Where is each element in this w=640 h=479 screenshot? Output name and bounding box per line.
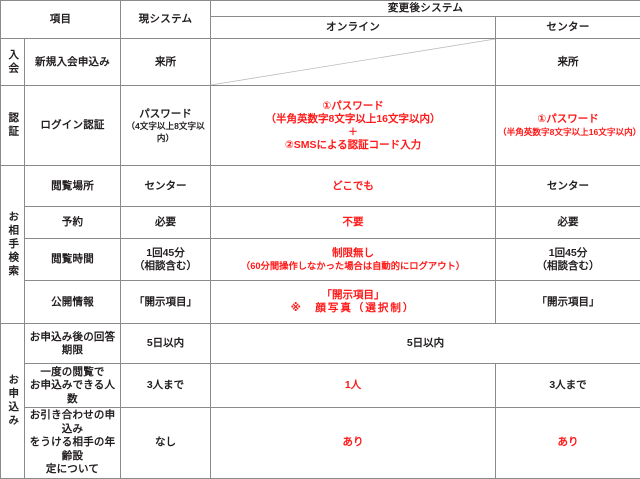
cell-center-browse-location: センター — [496, 166, 640, 207]
row-item-age-setting-line2: をうける相手の年齢設 — [27, 436, 118, 463]
cell-current-reservation: 必要 — [121, 207, 211, 239]
row-item-public-info: 公開情報 — [25, 281, 121, 324]
cell-online-login-auth: ①パスワード （半角英数字8文字以上16文字以内） ＋ ②SMSによる認証コード… — [211, 86, 496, 166]
cell-new-reply-deadline-merged: 5日以内 — [211, 324, 640, 364]
row-item-reservation: 予約 — [25, 207, 121, 239]
online-browse-time-note: （60分間操作しなかった場合は自動的にログアウト） — [213, 261, 493, 273]
cell-current-reply-deadline: 5日以内 — [121, 324, 211, 364]
comparison-table-sheet: 項目 現システム 変更後システム オンライン センター 入会 新規入会申込み 来… — [0, 0, 640, 431]
cell-online-browse-location: どこでも — [211, 166, 496, 207]
category-label-nyukai: 入会 — [1, 39, 25, 86]
row-item-apply-count: 一度の閲覧で お申込みできる人数 — [25, 364, 121, 408]
header-current-system: 現システム — [121, 1, 211, 39]
cell-current-age-setting: なし — [121, 408, 211, 478]
cell-center-browse-time: 1回45分 （相談含む） — [496, 239, 640, 281]
cell-center-apply-count: 3人まで — [496, 364, 640, 408]
cell-online-new-membership-unavailable — [211, 39, 496, 86]
online-auth-line4: ②SMSによる認証コード入力 — [213, 139, 493, 152]
table-header-row-1: 項目 現システム 変更後システム — [1, 1, 640, 17]
header-new-system-online: オンライン — [211, 17, 496, 39]
table-row-reservation: 予約 必要 不要 必要 — [1, 207, 640, 239]
cell-online-apply-count: 1人 — [211, 364, 496, 408]
diagonal-strike-icon — [211, 39, 495, 85]
cell-current-apply-count: 3人まで — [121, 364, 211, 408]
online-public-info-note: ※ 顔写真（選択制） — [213, 302, 493, 315]
cell-current-browse-time: 1回45分 （相談含む） — [121, 239, 211, 281]
table-row-new-membership: 入会 新規入会申込み 来所 来所 — [1, 39, 640, 86]
table-row-apply-count: 一度の閲覧で お申込みできる人数 3人まで 1人 3人まで — [1, 364, 640, 408]
row-item-apply-count-line2: お申込みできる人数 — [27, 379, 118, 406]
center-auth-line1: ①パスワード — [498, 113, 638, 126]
cell-online-browse-time: 制限無し （60分間操作しなかった場合は自動的にログアウト） — [211, 239, 496, 281]
row-item-age-setting-line3: 定について — [27, 463, 118, 476]
cell-center-login-auth: ①パスワード （半角英数字8文字以上16文字以内） — [496, 86, 640, 166]
cell-current-login-auth: パスワード （4文字以上8文字以内） — [121, 86, 211, 166]
header-item-column: 項目 — [1, 1, 121, 39]
table-row-browse-time: 閲覧時間 1回45分 （相談含む） 制限無し （60分間操作しなかった場合は自動… — [1, 239, 640, 281]
cell-current-login-auth-main: パスワード — [123, 108, 208, 121]
header-new-system-center: センター — [496, 17, 640, 39]
cell-center-reservation: 必要 — [496, 207, 640, 239]
table-row-browse-location: お相手検索 閲覧場所 センター どこでも センター — [1, 166, 640, 207]
online-browse-time-main: 制限無し — [213, 247, 493, 260]
center-auth-line2: （半角英数字8文字以上16文字以内） — [498, 127, 638, 139]
cell-online-reservation: 不要 — [211, 207, 496, 239]
center-browse-time-sub: （相談含む） — [498, 260, 638, 273]
row-item-new-membership: 新規入会申込み — [25, 39, 121, 86]
table-row-age-setting: お引き合わせの申込み をうける相手の年齢設 定について なし あり あり — [1, 408, 640, 478]
row-item-apply-count-line1: 一度の閲覧で — [27, 366, 118, 379]
category-label-aite-kensaku: お相手検索 — [1, 166, 25, 324]
cell-online-public-info: 「開示項目」 ※ 顔写真（選択制） — [211, 281, 496, 324]
current-browse-time-main: 1回45分 — [123, 247, 208, 260]
row-item-login-auth: ログイン認証 — [25, 86, 121, 166]
current-browse-time-sub: （相談含む） — [123, 260, 208, 273]
row-item-age-setting-line1: お引き合わせの申込み — [27, 409, 118, 436]
online-auth-line2: （半角英数字8文字以上16文字以内） — [213, 113, 493, 126]
table-row-reply-deadline: お申込み お申込み後の回答期限 5日以内 5日以内 — [1, 324, 640, 364]
center-browse-time-main: 1回45分 — [498, 247, 638, 260]
category-label-omoushikomi: お申込み — [1, 324, 25, 478]
cell-current-login-auth-sub: （4文字以上8文字以内） — [123, 121, 208, 144]
row-item-reply-deadline: お申込み後の回答期限 — [25, 324, 121, 364]
category-label-ninsho: 認証 — [1, 86, 25, 166]
online-auth-line1: ①パスワード — [213, 100, 493, 113]
table-row-public-info: 公開情報 「開示項目」 「開示項目」 ※ 顔写真（選択制） 「開示項目」 — [1, 281, 640, 324]
row-item-age-setting: お引き合わせの申込み をうける相手の年齢設 定について — [25, 408, 121, 478]
cell-center-age-setting: あり — [496, 408, 640, 478]
cell-current-new-membership: 来所 — [121, 39, 211, 86]
online-auth-plus: ＋ — [213, 127, 493, 139]
header-new-system: 変更後システム — [211, 1, 640, 17]
online-public-info-main: 「開示項目」 — [213, 289, 493, 302]
cell-center-new-membership: 来所 — [496, 39, 640, 86]
cell-current-browse-location: センター — [121, 166, 211, 207]
row-item-browse-time: 閲覧時間 — [25, 239, 121, 281]
cell-online-age-setting: あり — [211, 408, 496, 478]
cell-current-public-info: 「開示項目」 — [121, 281, 211, 324]
table-row-login-auth: 認証 ログイン認証 パスワード （4文字以上8文字以内） ①パスワード （半角英… — [1, 86, 640, 166]
cell-center-public-info: 「開示項目」 — [496, 281, 640, 324]
row-item-browse-location: 閲覧場所 — [25, 166, 121, 207]
